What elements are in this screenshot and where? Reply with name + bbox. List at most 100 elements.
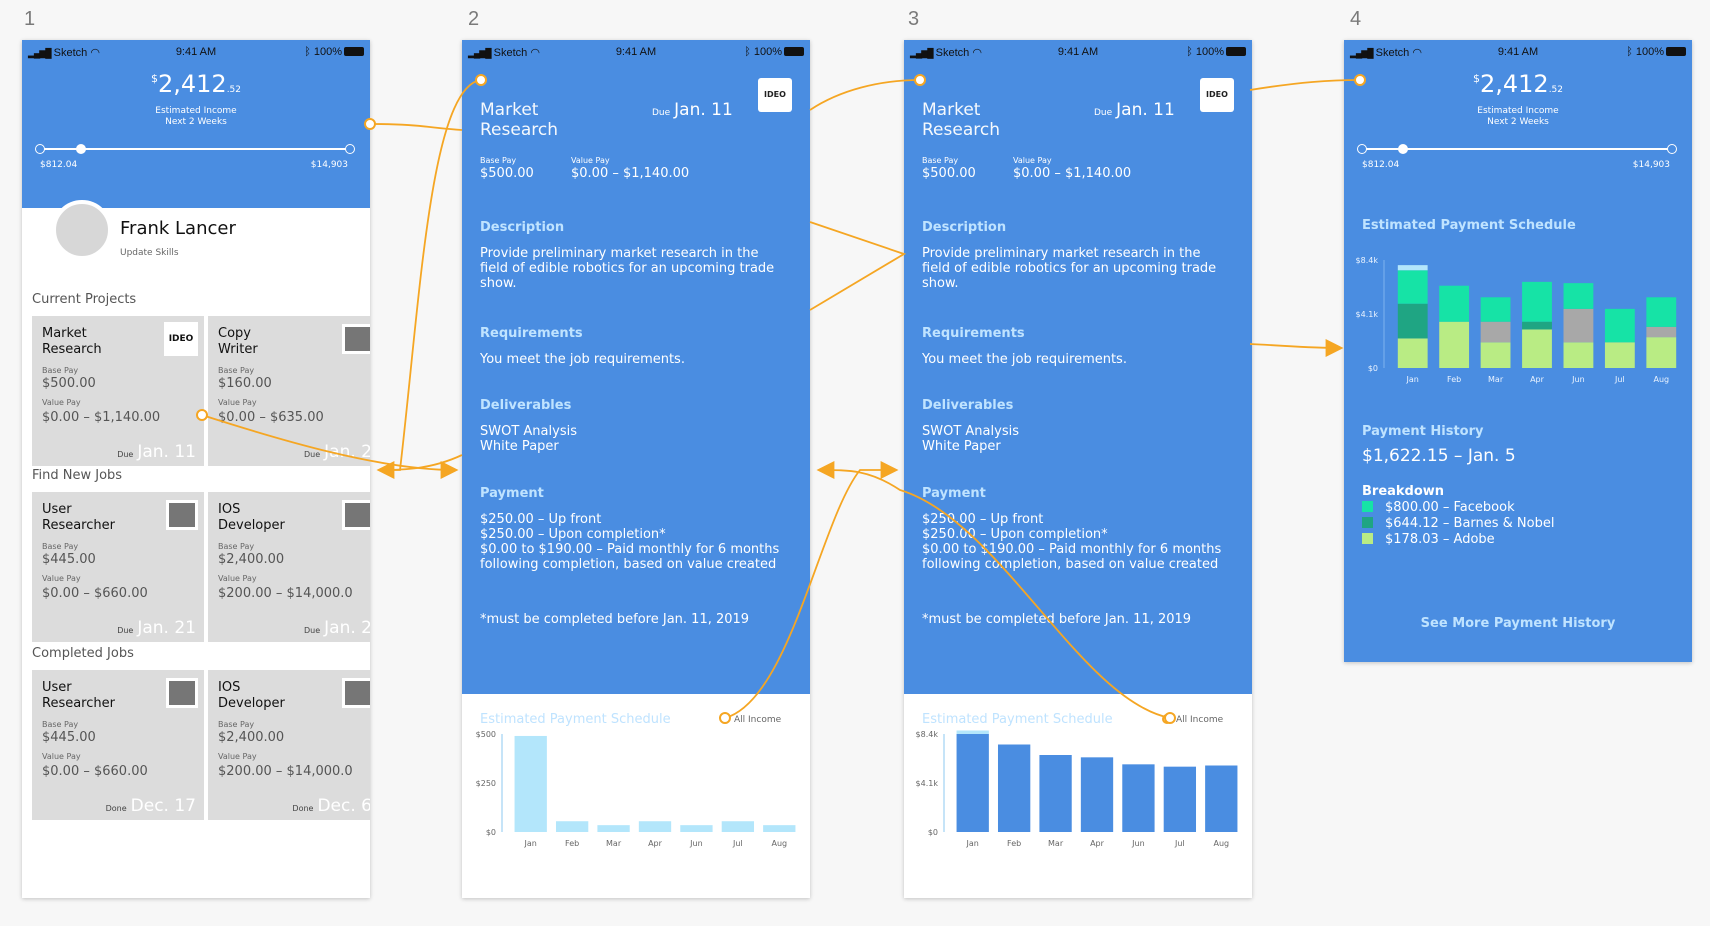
x-tick-label: Aug [771,839,787,848]
job-title: Market Research [922,100,1000,140]
carrier-label: Sketch [1375,47,1410,59]
breakdown-heading: Breakdown [1362,484,1445,499]
project-card[interactable]: Market Research IDEO Base Pay $500.00 Va… [32,316,204,466]
breakdown-item: $178.03 – Adobe [1362,532,1495,547]
description-text: Provide preliminary market research in t… [480,246,775,291]
battery-icon [344,47,364,56]
chart-bar [555,821,589,832]
schedule-title: Estimated Payment Schedule [1362,218,1576,233]
value-pay-label: Value Pay [42,752,81,761]
due-label: Due [117,450,134,459]
wifi-icon: ◠ [972,47,982,59]
chart-bar-segment [1397,303,1428,339]
value-pay-value: $200.00 – $14,000.0 [218,586,353,601]
value-pay-label: Value Pay [218,398,257,407]
value-pay-label: Value Pay [218,574,257,583]
slider-max-handle[interactable] [1667,144,1677,154]
flow-link [1249,338,1344,357]
x-tick-label: Apr [648,839,663,848]
breakdown-label: $178.03 – Adobe [1385,532,1495,547]
chart-bar-segment [1522,321,1552,330]
value-pay-value: $0.00 – $1,140.00 [571,166,690,181]
payment-heading: Payment [922,486,986,501]
income-amount: $2,412.52 [1344,70,1692,98]
swatch-icon [1362,501,1373,512]
value-pay-label: Value Pay [42,574,81,583]
signal-icon: ▂▄▆█ [468,48,492,58]
chart-bar [514,735,547,832]
x-tick-label: Jun [1131,839,1145,848]
chart-bar [1122,764,1155,832]
chart-legend[interactable]: All Income [720,714,781,725]
base-pay-value: $500.00 [42,376,96,391]
due-label: Due [117,626,134,635]
base-pay-label: Base Pay [42,542,79,551]
completed-job-card[interactable]: User Researcher Base Pay $445.00 Value P… [32,670,204,820]
card-title: User Researcher [42,502,115,533]
chart-bar-highlight [956,730,989,734]
chart-bar-segment [1646,297,1677,327]
project-card[interactable]: Copy Writer Base Pay $160.00 Value Pay $… [208,316,370,466]
chart-bar-segment [1439,285,1470,322]
value-pay-value: $0.00 – $1,140.00 [42,410,161,425]
requirements-text: You meet the job requirements. [480,352,685,367]
bluetooth-icon: ᛒ [744,46,751,58]
base-pay-label: Base Pay [218,720,255,729]
job-card[interactable]: IOS Developer Base Pay $2,400.00 Value P… [208,492,370,642]
done-value: Dec. 17 [130,796,196,816]
breakdown-item: $800.00 – Facebook [1362,500,1515,515]
slider-thumb[interactable] [76,144,86,154]
income-range-slider[interactable] [35,144,355,154]
x-tick-label: Mar [1488,375,1504,384]
slider-max-handle[interactable] [345,144,355,154]
flow-link [809,221,907,311]
slider-min-handle[interactable] [1357,144,1367,154]
job-due: Due Jan. 11 [1094,100,1175,120]
due-date: Due Jan. 11 [117,442,196,462]
job-due: Due Jan. 11 [652,100,733,120]
signal-icon: ▂▄▆█ [1350,48,1374,58]
update-skills-link[interactable]: Update Skills [120,248,179,258]
x-tick-label: Feb [565,839,579,848]
income-amount: $2,412.52 [22,70,370,98]
chart-legend[interactable]: All Income [1162,714,1223,725]
company-logo-placeholder [166,678,198,708]
income-range-slider[interactable] [1357,144,1677,154]
slider-min-handle[interactable] [35,144,45,154]
card-title: IOS Developer [218,502,285,533]
chart-bar-segment [1480,342,1511,368]
chart-bar-segment [1604,308,1635,343]
currency-symbol: $ [150,72,158,85]
chart-bar-segment [1646,337,1677,368]
x-tick-label: Aug [1653,375,1669,384]
slider-thumb[interactable] [1398,144,1408,154]
payment-text: $250.00 – Up front $250.00 – Upon comple… [480,512,780,572]
slider-min-label: $812.04 [40,160,78,170]
x-tick-label: Jul [1614,375,1625,384]
y-tick-label: $0 [486,828,496,837]
legend-ring-icon [720,714,730,724]
deliverables-text: SWOT Analysis White Paper [480,424,577,454]
chart-bar [763,825,796,832]
chart-bar [721,821,755,832]
status-time: 9:41 AM [615,46,657,58]
breakdown-item: $644.12 – Barnes & Nobel [1362,516,1554,531]
status-bar: ▂▄▆█ Sketch ◠ 9:41 AM ᛒ 100% [462,40,810,64]
deliverables-heading: Deliverables [922,398,1014,413]
job-card[interactable]: User Researcher Base Pay $445.00 Value P… [32,492,204,642]
avatar[interactable] [52,200,112,260]
completed-job-card[interactable]: IOS Developer Base Pay $2,400.00 Value P… [208,670,370,820]
battery-label: 100% [313,46,342,58]
bluetooth-icon: ᛒ [1626,46,1633,58]
payment-history-heading: Payment History [1362,424,1484,439]
y-tick-label: $4.1k [1356,310,1379,319]
bluetooth-icon: ᛒ [304,46,311,58]
income-whole: 2,412 [1479,70,1549,98]
status-time: 9:41 AM [175,46,217,58]
see-more-history-link[interactable]: See More Payment History [1420,616,1616,631]
x-tick-label: Mar [606,839,622,848]
legend-label: All Income [1176,715,1224,725]
x-tick-label: Feb [1447,375,1461,384]
chart-title: Estimated Payment Schedule [480,712,671,727]
card-title: Copy Writer [218,326,258,357]
